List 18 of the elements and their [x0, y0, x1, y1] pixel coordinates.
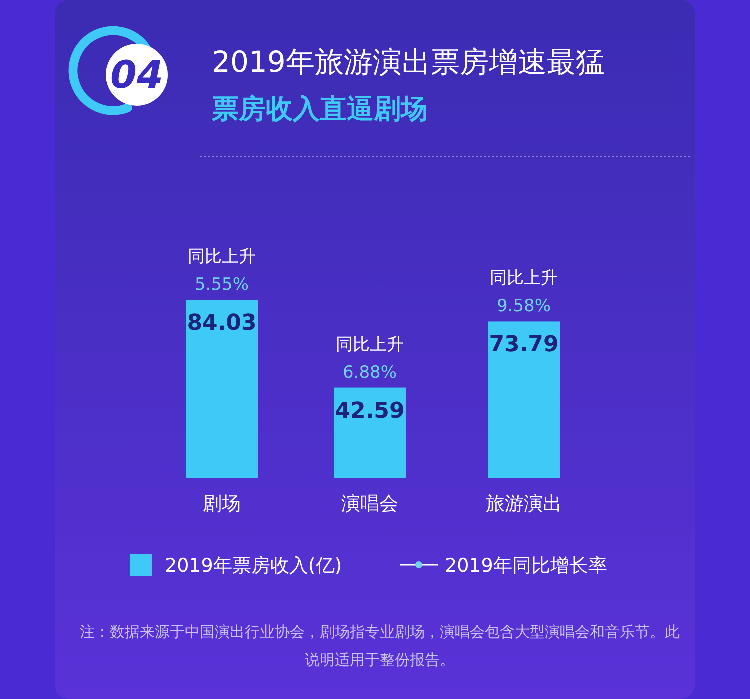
data-label: 84.03: [187, 311, 257, 336]
data-label: 42.59: [335, 398, 405, 424]
x-tick-label: 演唱会: [342, 493, 398, 515]
legend-label: 2019年票房收入(亿): [165, 555, 342, 577]
annotation: 同比上升: [490, 268, 558, 289]
x-tick-label: 剧场: [203, 493, 241, 515]
text: 注：数据来源于中国演出行业协会，剧场指专业剧场，演唱会包含大型演唱会和音乐节。此说明适用于整份报告。: [80, 622, 680, 671]
annotation: 6.88%: [342, 362, 398, 383]
annotation: 同比上升: [336, 334, 404, 355]
chart-subtitle: 票房收入直逼剧场: [211, 94, 428, 125]
x-tick-label: 旅游演出: [486, 493, 562, 515]
text: 04: [110, 53, 164, 97]
legend-label: 2019年同比增长率: [445, 555, 608, 577]
annotation: 5.55%: [194, 275, 250, 295]
annotation: 同比上升: [188, 247, 256, 267]
chart-title: 2019年旅游演出票房增速最猛: [212, 45, 605, 79]
data-label: 73.79: [489, 332, 559, 358]
annotation: 9.58%: [496, 296, 552, 317]
